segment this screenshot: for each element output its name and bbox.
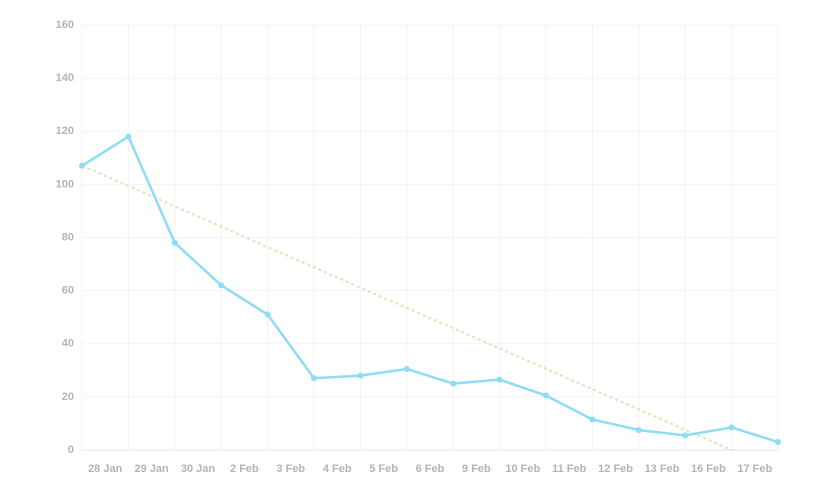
x-tick-label: 30 Jan [181, 463, 216, 475]
point [450, 380, 457, 387]
x-tick-label: 17 Feb [737, 463, 772, 475]
point [357, 372, 364, 379]
y-tick-label: 40 [62, 338, 74, 350]
point [311, 375, 317, 382]
y-tick-label: 160 [56, 19, 74, 31]
y-tick-label: 60 [62, 285, 74, 297]
y-tick-label: 0 [68, 444, 74, 456]
point [728, 424, 735, 431]
x-tick-label: 4 Feb [323, 463, 352, 475]
x-tick-label: 5 Feb [369, 463, 398, 475]
x-tick-label: 11 Feb [552, 463, 587, 475]
point [125, 133, 132, 140]
x-tick-label: 2 Feb [230, 463, 259, 475]
x-tick-label: 6 Feb [416, 463, 445, 475]
point [635, 427, 642, 434]
point [682, 432, 689, 439]
series-line [81, 164, 732, 451]
x-tick-label: 10 Feb [505, 463, 540, 475]
point [589, 416, 596, 423]
y-tick-label: 140 [56, 72, 74, 84]
point [218, 282, 225, 289]
x-tick-label: 16 Feb [691, 463, 726, 475]
y-tick-label: 100 [56, 178, 74, 190]
point [543, 392, 549, 399]
point [775, 439, 781, 446]
x-tick-label: 29 Jan [134, 463, 169, 475]
x-tick-label: 13 Feb [645, 463, 680, 475]
point [79, 162, 85, 169]
point [264, 311, 271, 318]
series-line [81, 135, 779, 444]
point [496, 376, 503, 383]
x-tick-label: 12 Feb [598, 463, 633, 475]
y-tick-label: 80 [62, 231, 74, 243]
x-tick-label: 9 Feb [462, 463, 491, 475]
y-tick-label: 20 [62, 391, 74, 403]
x-tick-label: 28 Jan [88, 463, 123, 475]
y-tick-label: 120 [56, 125, 74, 137]
point [403, 365, 410, 372]
x-tick-label: 3 Feb [276, 463, 305, 475]
point [171, 239, 178, 246]
